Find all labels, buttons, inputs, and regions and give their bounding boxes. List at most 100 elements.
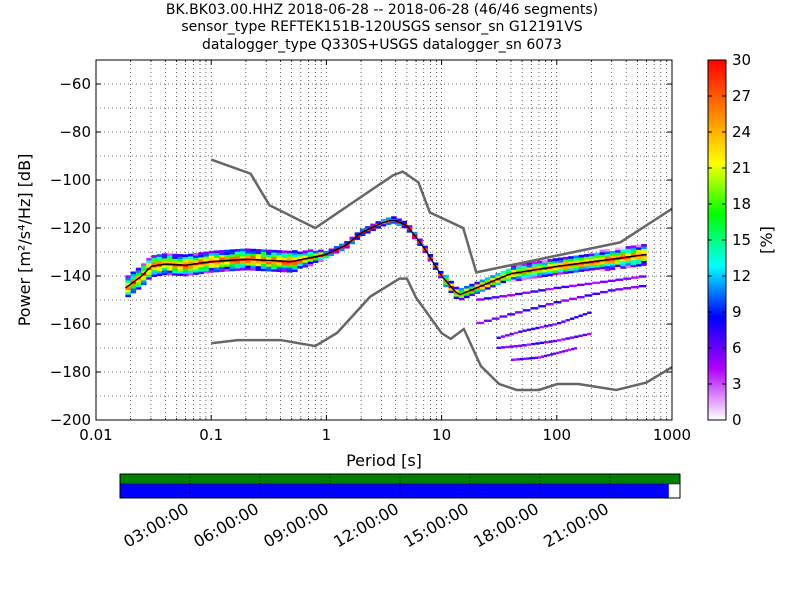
outlier-cell [509, 332, 514, 336]
density-cell [271, 254, 277, 258]
outlier-cell [519, 357, 523, 361]
outlier-cell [522, 357, 526, 361]
density-cell [547, 263, 553, 267]
density-cell [234, 256, 241, 259]
density-cell [630, 259, 637, 263]
density-cell [182, 266, 189, 270]
density-cell [609, 260, 616, 263]
density-cell [537, 275, 543, 278]
density-cell [578, 269, 585, 272]
y-tick-label: −80 [59, 123, 91, 141]
density-cell [141, 277, 147, 281]
density-cell [125, 287, 131, 290]
density-cell [302, 260, 309, 263]
density-cell [271, 249, 277, 253]
timeline-tick-label: 21:00:00 [540, 499, 612, 551]
outlier-cell [544, 354, 548, 358]
density-cell [229, 254, 236, 257]
density-cell [260, 266, 267, 269]
density-cell [568, 270, 574, 274]
density-cell [516, 273, 522, 277]
density-cell [187, 256, 194, 259]
density-cell [125, 282, 131, 286]
density-cell [229, 263, 236, 267]
y-tick-label: −160 [50, 315, 91, 333]
density-cell [495, 275, 501, 279]
density-cell [292, 262, 298, 265]
density-cell [599, 252, 606, 255]
density-cell [505, 271, 512, 274]
density-cell [219, 262, 225, 265]
density-cell [307, 258, 314, 262]
outlier-cell [562, 350, 566, 353]
density-cell [167, 265, 173, 269]
density-cell [245, 267, 251, 271]
density-cell [281, 267, 288, 270]
density-cell [255, 251, 262, 255]
y-axis-label: Power [m²/s⁴/Hz] [dB] [15, 154, 34, 327]
density-cell [219, 257, 225, 260]
density-cell [234, 263, 241, 267]
density-cell [542, 264, 548, 268]
density-cell [172, 253, 178, 257]
density-cell [323, 255, 329, 259]
density-cell [292, 257, 298, 261]
density-cell [135, 279, 142, 283]
density-cell [312, 257, 319, 261]
density-cell [193, 260, 199, 263]
outlier-cell [545, 287, 554, 291]
density-cell [630, 262, 637, 265]
density-cell [552, 267, 559, 271]
colorbar-tick-label: 30 [732, 51, 751, 69]
density-cell [484, 286, 491, 290]
outlier-cell [500, 335, 506, 338]
density-cell [636, 249, 642, 253]
density-cell [224, 254, 230, 258]
density-cell [573, 269, 580, 273]
density-cell [260, 261, 267, 265]
density-cell [182, 268, 189, 272]
density-cell [469, 286, 475, 289]
density-cell [135, 274, 142, 278]
density-cell [557, 269, 564, 273]
density-cell [615, 247, 621, 251]
density-cell [458, 295, 465, 298]
x-tick-label: 10 [432, 426, 451, 444]
outlier-cell [528, 357, 532, 360]
density-cell [229, 251, 236, 255]
density-cell [156, 273, 163, 277]
density-cell [203, 265, 210, 269]
density-cell [391, 216, 397, 219]
density-cell [396, 218, 402, 222]
density-cell [375, 221, 382, 224]
density-cell [266, 263, 272, 267]
density-cell [193, 272, 199, 275]
density-cell [500, 278, 507, 281]
outlier-cell [505, 345, 510, 349]
density-cell [625, 265, 632, 269]
density-cell [370, 223, 376, 227]
title-line-3: datalogger_type Q330S+USGS datalogger_sn… [202, 37, 562, 53]
density-cell [172, 268, 178, 271]
density-cell [563, 256, 569, 260]
density-cell [490, 275, 496, 278]
density-cell [224, 252, 230, 255]
density-cell [573, 260, 580, 263]
density-cell [573, 255, 580, 259]
density-cell [151, 262, 157, 265]
density-cell [224, 261, 230, 265]
density-cell [167, 255, 173, 259]
outlier-cell [538, 289, 546, 292]
density-cell [302, 252, 309, 256]
density-cell [542, 271, 548, 275]
density-cell [448, 283, 454, 286]
density-cell [599, 264, 606, 267]
density-cell [260, 251, 267, 255]
density-cell [208, 267, 215, 271]
density-cell [641, 251, 647, 254]
density-cell [469, 283, 475, 287]
density-cell [625, 246, 632, 249]
density-cell [229, 256, 236, 260]
density-cell [641, 255, 647, 259]
density-cell [417, 238, 423, 242]
